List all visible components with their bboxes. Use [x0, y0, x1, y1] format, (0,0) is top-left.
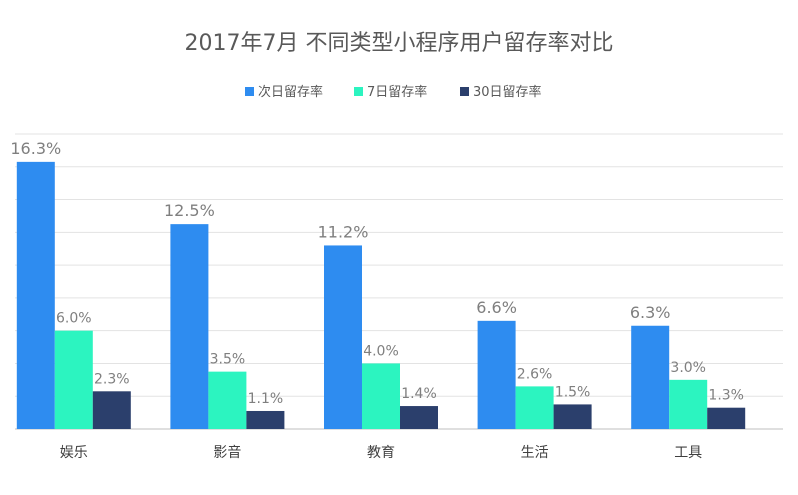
data-label: 4.0%: [363, 343, 399, 359]
category-label: 影音: [213, 444, 241, 461]
data-label: 12.5%: [164, 201, 215, 220]
bar: [92, 391, 131, 429]
bar: [477, 320, 516, 429]
bar: [324, 245, 362, 429]
category-label: 生活: [521, 445, 549, 461]
category-label: 教育: [367, 445, 395, 461]
legend-swatch: [354, 87, 363, 96]
data-label: 1.4%: [401, 386, 437, 402]
legend-swatch: [245, 87, 254, 96]
category-label: 工具: [674, 445, 702, 461]
bar: [707, 407, 746, 429]
category-labels: 娱乐 影音 教育 生活 工具: [60, 444, 702, 461]
data-label: 1.5%: [555, 384, 591, 400]
bar: [208, 371, 247, 429]
data-label: 3.5%: [210, 352, 246, 368]
gridlines: [15, 133, 783, 430]
bar: [553, 404, 592, 429]
bar: [246, 410, 285, 429]
legend-label: 7日留存率: [367, 84, 427, 100]
data-label: 3.0%: [670, 360, 706, 376]
data-label: 6.3%: [630, 303, 671, 322]
bar: [669, 379, 708, 429]
legend-swatch: [460, 87, 469, 96]
bars: [16, 161, 746, 429]
chart-title: 2017年7月 不同类型小程序用户留存率对比: [185, 31, 614, 56]
legend-label: 次日留存率: [258, 84, 323, 100]
bar: [54, 330, 93, 429]
bar: [400, 406, 438, 429]
category-label: 娱乐: [60, 445, 88, 461]
data-label: 1.1%: [248, 391, 284, 407]
data-label: 6.6%: [476, 298, 517, 317]
legend: 次日留存率 7日留存率 30日留存率: [245, 84, 542, 100]
bar: [515, 386, 554, 429]
data-label: 6.0%: [56, 311, 92, 327]
bar: [362, 363, 400, 429]
data-label: 11.2%: [318, 222, 369, 241]
bar: [170, 224, 209, 429]
legend-label: 30日留存率: [473, 84, 542, 100]
bar: [16, 161, 55, 429]
data-label: 1.3%: [708, 388, 744, 404]
data-label: 2.6%: [517, 366, 553, 382]
data-label: 2.3%: [94, 371, 130, 387]
data-label: 16.3%: [10, 139, 61, 158]
bar: [631, 325, 670, 429]
value-labels: 16.3% 6.0% 2.3% 12.5% 3.5% 1.1% 11.2% 4.0% 1.4% 6…: [10, 139, 744, 407]
